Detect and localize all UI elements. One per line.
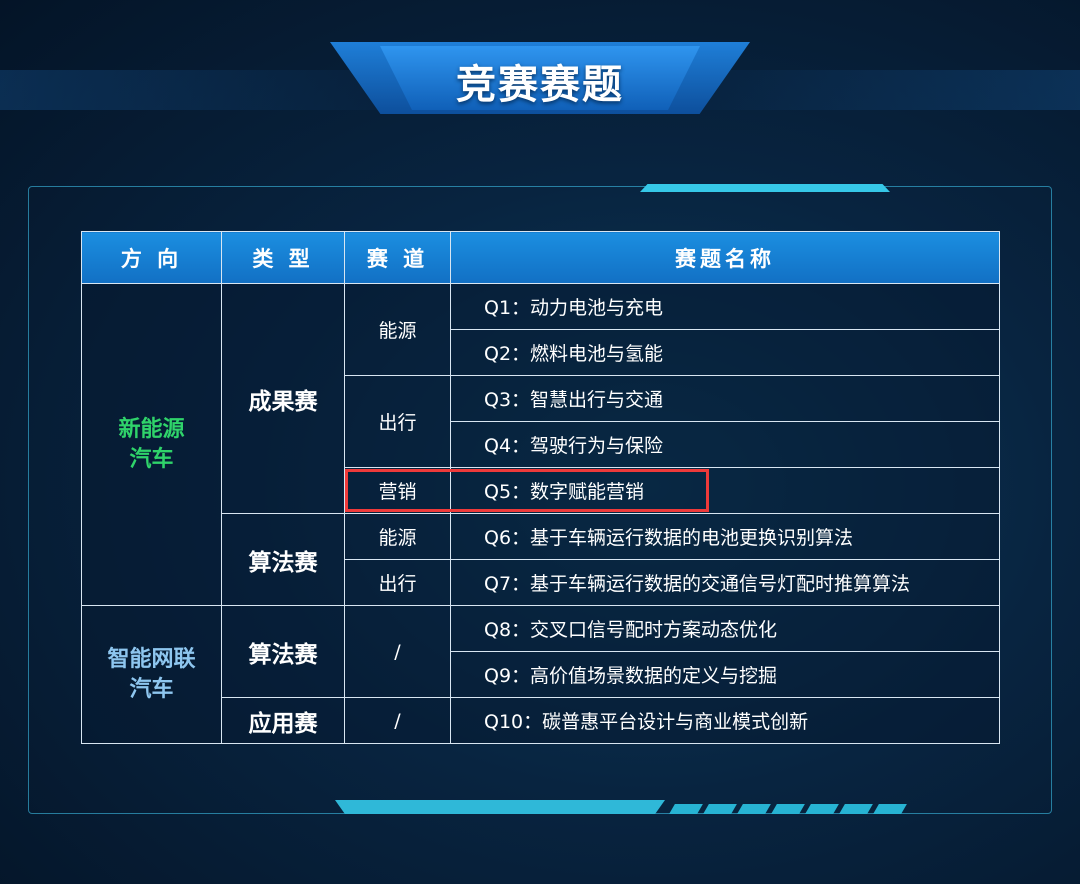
table-row: 新能源 汽车 成果赛 能源 Q1：动力电池与充电 <box>81 283 1000 606</box>
direction-icv: 智能网联 汽车 <box>81 605 222 744</box>
table-row: 应用赛 / Q10：碳普惠平台设计与商业模式创新 <box>82 697 1000 744</box>
track-cell: 能源 <box>344 283 451 376</box>
topic-cell: Q6：基于车辆运行数据的电池更换识别算法 <box>450 513 1000 560</box>
direction-nev: 新能源 汽车 <box>81 283 222 606</box>
type-cell: 应用赛 <box>221 697 345 744</box>
frame-accent-top <box>640 184 890 192</box>
header-track: 赛 道 <box>344 231 451 284</box>
track-cell: 营销 <box>344 467 451 514</box>
header-topic-name: 赛题名称 <box>450 231 1000 284</box>
highlight-box-q5 <box>345 469 709 512</box>
topic-cell: Q4：驾驶行为与保险 <box>450 421 1000 468</box>
direction-line: 汽车 <box>129 676 174 702</box>
type-cell: 成果赛 <box>221 283 345 514</box>
topic-cell: Q8：交叉口信号配时方案动态优化 <box>450 605 1000 652</box>
table-row: 算法赛 能源 Q6：基于车辆运行数据的电池更换识别算法 <box>82 513 1000 606</box>
direction-line: 智能网联 <box>107 646 196 672</box>
table-row: 出行 Q3：智慧出行与交通 <box>82 375 1000 468</box>
track-cell: 能源 <box>344 513 451 560</box>
topic-cell: Q7：基于车辆运行数据的交通信号灯配时推算算法 <box>450 559 1000 606</box>
page-title: 竞赛赛题 <box>456 62 624 108</box>
frame-accent-bottom <box>335 800 665 814</box>
track-cell: / <box>344 697 451 744</box>
direction-line: 汽车 <box>129 446 174 472</box>
table-row: 智能网联 汽车 算法赛 / Q8：交叉口信号配时方案动态优化 <box>81 605 1000 744</box>
track-cell: 出行 <box>344 559 451 606</box>
track-cell: / <box>344 605 451 698</box>
topic-cell: Q9：高价值场景数据的定义与挖掘 <box>450 651 1000 698</box>
table-row: Q4：驾驶行为与保险 <box>82 421 1000 468</box>
type-cell: 算法赛 <box>221 513 345 606</box>
header-type: 类 型 <box>221 231 345 284</box>
header-direction: 方 向 <box>81 231 222 284</box>
direction-line: 新能源 <box>118 416 185 442</box>
topic-cell: Q1：动力电池与充电 <box>450 283 1000 330</box>
type-cell: 算法赛 <box>221 605 345 698</box>
topic-cell: Q3：智慧出行与交通 <box>450 375 1000 422</box>
topic-cell: Q2：燃料电池与氢能 <box>450 329 1000 376</box>
track-cell: 出行 <box>344 375 451 468</box>
table-row: Q9：高价值场景数据的定义与挖掘 <box>82 651 1000 698</box>
table-header-row: 方 向 类 型 赛 道 赛题名称 <box>81 231 1000 284</box>
frame-stripes <box>669 804 907 814</box>
topic-cell: Q10：碳普惠平台设计与商业模式创新 <box>450 697 1000 744</box>
competition-topics-table: 方 向 类 型 赛 道 赛题名称 新能源 汽车 成果赛 能源 Q1：动力电池与充… <box>81 231 1000 744</box>
table-row: 出行 Q7：基于车辆运行数据的交通信号灯配时推算算法 <box>82 559 1000 606</box>
table-row: Q2：燃料电池与氢能 <box>82 329 1000 376</box>
title-banner-inner <box>380 46 700 110</box>
